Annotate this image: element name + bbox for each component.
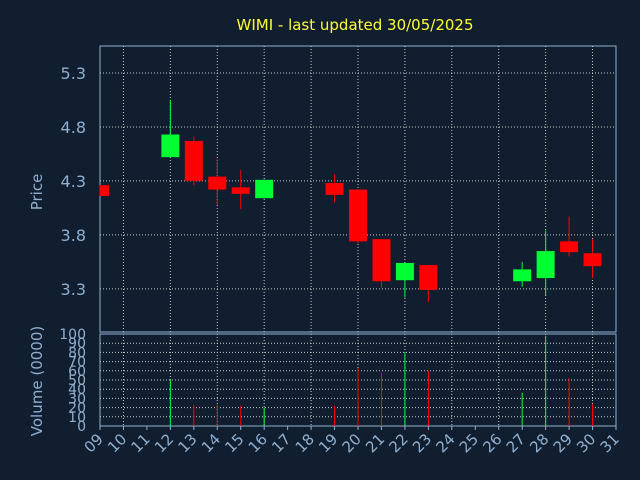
candle-body: [161, 134, 180, 158]
volume-tick-label: 10: [68, 410, 86, 426]
candle-body: [231, 187, 250, 194]
price-tick-label: 4.3: [61, 172, 86, 191]
candle-body: [560, 241, 579, 253]
volume-tick-label: 20: [68, 401, 86, 417]
x-axis: 0910111213141516171819202122232425262728…: [81, 426, 623, 456]
x-tick-label: 28: [526, 430, 552, 456]
price-panel: 5.3 4.8 4.3 3.8 3.3: [61, 45, 617, 333]
x-tick-label: 15: [221, 430, 247, 456]
price-tick-label: 3.3: [61, 280, 86, 299]
price-axis-label: Price: [28, 174, 46, 211]
price-tick-label: 4.8: [61, 118, 86, 137]
x-tick-label: 24: [432, 430, 458, 456]
x-tick-label: 14: [198, 430, 224, 456]
x-tick-label: 31: [597, 430, 623, 456]
x-tick-label: 13: [174, 430, 200, 456]
candle-body: [184, 140, 203, 181]
volume-axis-label: Volume (0000): [28, 326, 46, 436]
candle-body: [325, 183, 344, 195]
x-axis-label: Day: [333, 458, 363, 476]
x-tick-label: 19: [315, 430, 341, 456]
x-tick-label: 22: [386, 430, 412, 456]
candle-body: [255, 179, 274, 199]
x-tick-label: 17: [268, 430, 294, 456]
chart-title: WIMI - last updated 30/05/2025: [237, 16, 474, 34]
price-tick-label: 5.3: [61, 64, 86, 83]
candle-body: [372, 239, 391, 282]
x-tick-label: 18: [292, 430, 318, 456]
x-tick-label: 26: [479, 430, 505, 456]
x-tick-label: 27: [503, 430, 529, 456]
x-tick-label: 25: [456, 430, 482, 456]
volume-tick-label: 0: [77, 419, 86, 435]
x-tick-label: 23: [409, 430, 435, 456]
volume-tick-label: 50: [68, 373, 86, 389]
volume-tick-label: 90: [68, 336, 86, 352]
volume-tick-label: 100: [59, 327, 86, 343]
price-tick-label: 3.8: [61, 226, 86, 245]
candle-body: [395, 262, 414, 281]
candle-body: [513, 269, 532, 282]
candle-body: [583, 253, 602, 267]
candle-body: [419, 265, 438, 290]
volume-tick-label: 40: [68, 382, 86, 398]
x-tick-label: 29: [550, 430, 576, 456]
x-tick-label: 16: [245, 430, 271, 456]
volume-tick-label: 30: [68, 391, 86, 407]
volume-tick-label: 70: [68, 355, 86, 371]
x-tick-label: 30: [573, 430, 599, 456]
x-tick-label: 20: [339, 430, 365, 456]
x-tick-label: 10: [104, 430, 130, 456]
candle-body: [100, 185, 109, 197]
candle-body: [349, 189, 367, 242]
x-tick-label: 12: [151, 430, 177, 456]
candle-body: [536, 251, 555, 279]
volume-tick-label: 80: [68, 345, 86, 361]
x-tick-label: 21: [362, 430, 388, 456]
volume-tick-label: 60: [68, 364, 86, 380]
candle-body: [208, 176, 227, 190]
x-tick-label: 11: [128, 430, 154, 456]
